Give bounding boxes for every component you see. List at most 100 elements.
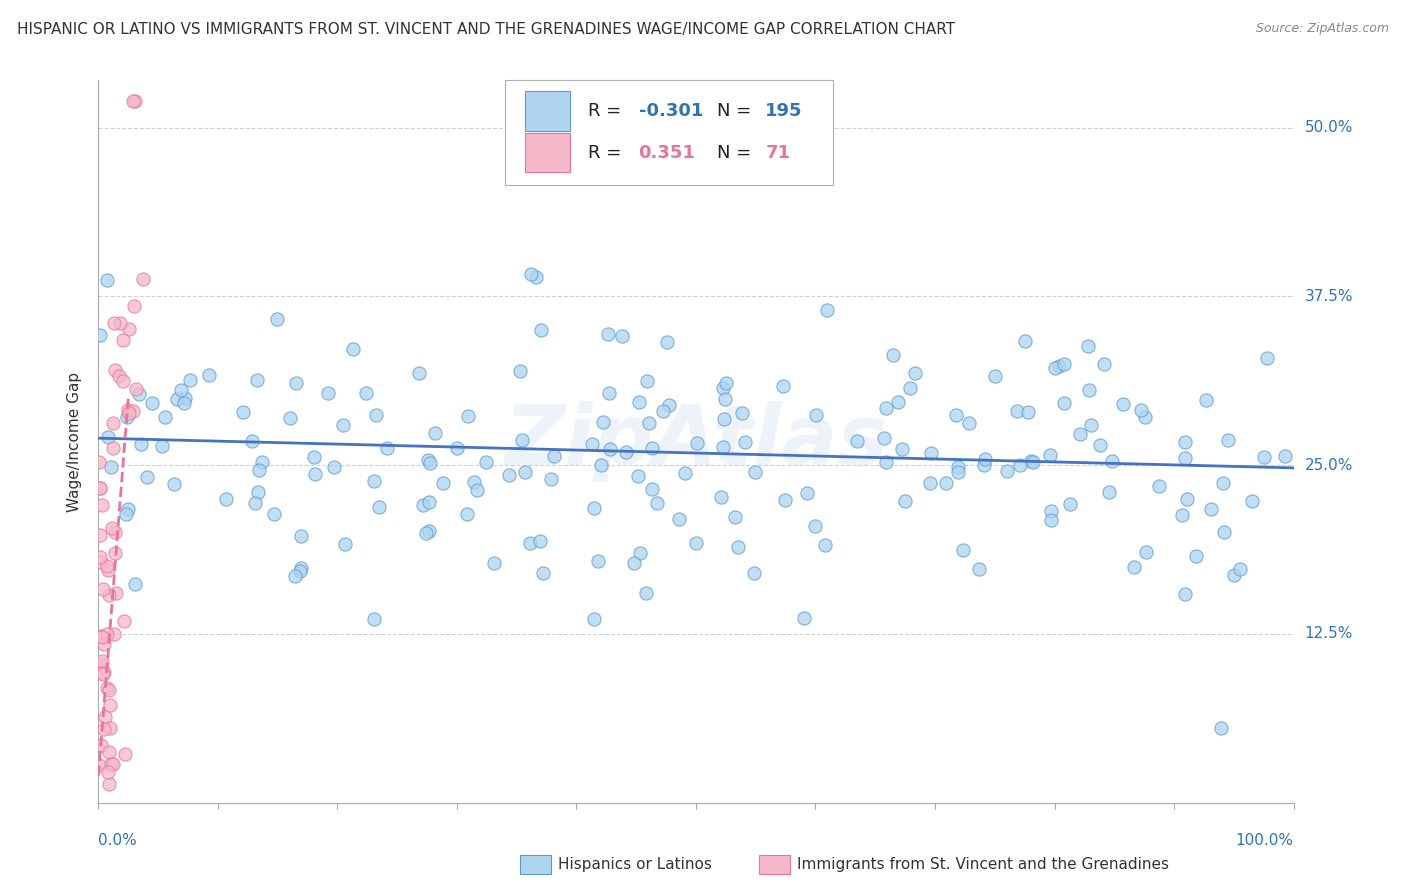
Point bbox=[935, 476, 957, 491]
Point bbox=[1017, 405, 1039, 419]
Point bbox=[332, 418, 354, 433]
Point bbox=[475, 455, 498, 469]
Point bbox=[91, 809, 114, 823]
Point bbox=[655, 334, 678, 349]
Point bbox=[623, 556, 645, 570]
Point bbox=[515, 466, 537, 480]
Point bbox=[894, 494, 917, 508]
Point bbox=[278, 410, 301, 425]
Text: 71: 71 bbox=[765, 144, 790, 161]
Point bbox=[957, 417, 980, 431]
Point bbox=[117, 502, 139, 516]
Point bbox=[246, 373, 269, 387]
Point bbox=[1039, 513, 1062, 527]
Text: 25.0%: 25.0% bbox=[1305, 458, 1353, 473]
Point bbox=[240, 434, 263, 448]
Point bbox=[90, 738, 112, 752]
Point bbox=[1010, 458, 1032, 473]
Point bbox=[815, 303, 838, 318]
Text: ZipAtlas: ZipAtlas bbox=[505, 401, 887, 482]
Point bbox=[173, 395, 195, 409]
Point bbox=[581, 437, 603, 451]
Point bbox=[1101, 453, 1123, 467]
Point bbox=[117, 403, 139, 417]
Point bbox=[887, 394, 910, 409]
Point bbox=[124, 94, 146, 108]
Point bbox=[304, 467, 326, 481]
FancyBboxPatch shape bbox=[524, 92, 571, 131]
Point bbox=[1014, 334, 1036, 349]
Point bbox=[89, 328, 111, 343]
Point bbox=[626, 469, 648, 483]
Text: Source: ZipAtlas.com: Source: ZipAtlas.com bbox=[1256, 22, 1389, 36]
Point bbox=[284, 569, 307, 583]
Point bbox=[96, 627, 118, 641]
Point bbox=[96, 681, 118, 695]
Point bbox=[354, 385, 377, 400]
Point bbox=[1216, 433, 1239, 447]
Point bbox=[91, 809, 114, 823]
Point bbox=[91, 582, 114, 596]
Text: Immigrants from St. Vincent and the Grenadines: Immigrants from St. Vincent and the Gren… bbox=[797, 857, 1170, 871]
Point bbox=[509, 364, 531, 378]
Point bbox=[1209, 721, 1232, 735]
Point bbox=[368, 500, 391, 514]
Point bbox=[423, 425, 446, 440]
Text: 12.5%: 12.5% bbox=[1305, 626, 1353, 641]
Point bbox=[1077, 339, 1099, 353]
Point bbox=[711, 381, 734, 395]
Point bbox=[98, 745, 121, 759]
Point bbox=[263, 507, 285, 521]
Point bbox=[731, 406, 754, 420]
Point bbox=[97, 809, 120, 823]
Point bbox=[945, 408, 967, 422]
Point bbox=[98, 588, 121, 602]
Point bbox=[318, 385, 340, 400]
Point bbox=[592, 416, 614, 430]
Point bbox=[419, 456, 441, 470]
Point bbox=[599, 442, 621, 456]
Point bbox=[302, 450, 325, 464]
Point bbox=[796, 485, 818, 500]
Point bbox=[108, 368, 131, 383]
Point bbox=[100, 756, 122, 771]
Point bbox=[891, 442, 914, 457]
Point bbox=[97, 563, 120, 577]
Point bbox=[103, 317, 125, 331]
Point bbox=[266, 311, 288, 326]
Point bbox=[125, 382, 148, 396]
Point bbox=[484, 556, 506, 570]
Point bbox=[586, 553, 609, 567]
Point bbox=[150, 439, 173, 453]
Point bbox=[1019, 454, 1042, 468]
Point bbox=[1022, 455, 1045, 469]
Point bbox=[519, 536, 541, 550]
Point bbox=[247, 463, 270, 477]
Point bbox=[366, 409, 388, 423]
Point bbox=[463, 475, 485, 490]
Point bbox=[288, 564, 311, 578]
Text: -0.301: -0.301 bbox=[638, 103, 703, 120]
Point bbox=[117, 322, 139, 336]
Point bbox=[112, 333, 135, 347]
Point bbox=[98, 698, 121, 712]
Point bbox=[1053, 357, 1076, 371]
Point bbox=[1256, 351, 1278, 365]
Point bbox=[124, 576, 146, 591]
Point bbox=[100, 521, 122, 535]
Point bbox=[412, 498, 434, 512]
Point bbox=[98, 682, 121, 697]
Point bbox=[973, 458, 995, 472]
Point bbox=[524, 270, 547, 285]
Point bbox=[713, 412, 735, 426]
FancyBboxPatch shape bbox=[505, 80, 834, 185]
Point bbox=[969, 562, 991, 576]
Point bbox=[89, 527, 111, 541]
Point bbox=[101, 416, 124, 430]
Point bbox=[98, 777, 121, 791]
Point bbox=[627, 394, 650, 409]
Point bbox=[673, 467, 696, 481]
Point bbox=[1212, 476, 1234, 491]
Point bbox=[90, 665, 112, 680]
Point bbox=[104, 363, 127, 377]
